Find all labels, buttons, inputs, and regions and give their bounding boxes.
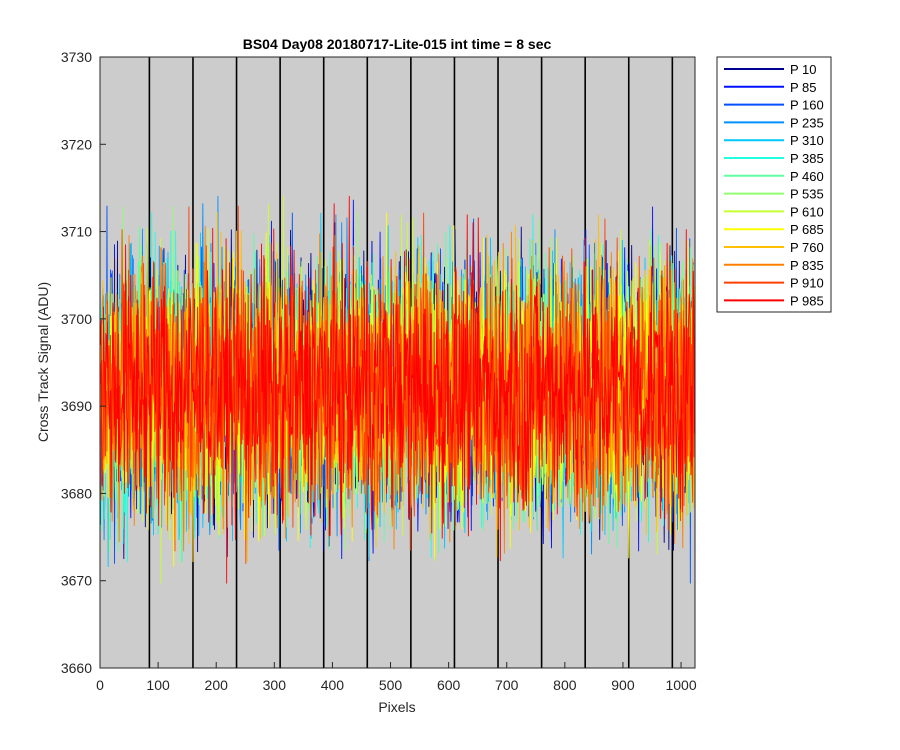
chart-title: BS04 Day08 20180717-Lite-015 int time = … xyxy=(243,36,552,52)
legend-label: P 835 xyxy=(790,258,824,273)
x-axis-ticks: 0 100 200 300 400 500 600 700 800 900 1000 xyxy=(96,662,697,693)
legend-label: P 985 xyxy=(790,293,824,308)
y-tick-label: 3670 xyxy=(61,573,92,589)
x-tick-label: 700 xyxy=(495,677,519,693)
plot-frame xyxy=(99,56,696,669)
legend-label: P 460 xyxy=(790,169,824,184)
x-tick-label: 500 xyxy=(379,677,403,693)
y-tick-label: 3680 xyxy=(61,485,92,501)
legend-label: P 535 xyxy=(790,187,824,202)
y-tick-label: 3690 xyxy=(61,398,92,414)
x-tick-label: 400 xyxy=(321,677,345,693)
y-axis-ticks: 3660 3670 3680 3690 3700 3710 3720 3730 xyxy=(61,49,106,676)
x-tick-label: 100 xyxy=(146,677,170,693)
legend-label: P 610 xyxy=(790,204,824,219)
legend-label: P 760 xyxy=(790,240,824,255)
legend-label: P 385 xyxy=(790,151,824,166)
legend-label: P 910 xyxy=(790,276,824,291)
legend-box xyxy=(716,56,832,313)
legend-label: P 160 xyxy=(790,98,824,113)
series-line xyxy=(100,195,696,584)
x-tick-label: 300 xyxy=(263,677,287,693)
y-tick-label: 3710 xyxy=(61,224,92,240)
x-tick-label: 900 xyxy=(611,677,635,693)
legend-label: P 85 xyxy=(790,80,817,95)
x-tick-label: 0 xyxy=(96,677,104,693)
y-tick-label: 3700 xyxy=(61,311,92,327)
y-tick-label: 3660 xyxy=(61,660,92,676)
x-tick-label: 1000 xyxy=(665,677,696,693)
legend-label: P 310 xyxy=(790,133,824,148)
legend: P 10 P 85 P 160 P 235 P 310 P 385 P 460 P 535 P … xyxy=(716,56,832,313)
x-tick-label: 600 xyxy=(437,677,461,693)
series-lines xyxy=(100,195,696,584)
y-tick-label: 3720 xyxy=(61,136,92,152)
legend-label: P 10 xyxy=(790,62,817,77)
y-tick-label: 3730 xyxy=(61,49,92,65)
legend-label: P 685 xyxy=(790,222,824,237)
x-tick-label: 800 xyxy=(553,677,577,693)
legend-label: P 235 xyxy=(790,115,824,130)
y-axis-label: Cross Track Signal (ADU) xyxy=(35,282,51,442)
x-axis-label: Pixels xyxy=(378,699,415,715)
x-tick-label: 200 xyxy=(205,677,229,693)
